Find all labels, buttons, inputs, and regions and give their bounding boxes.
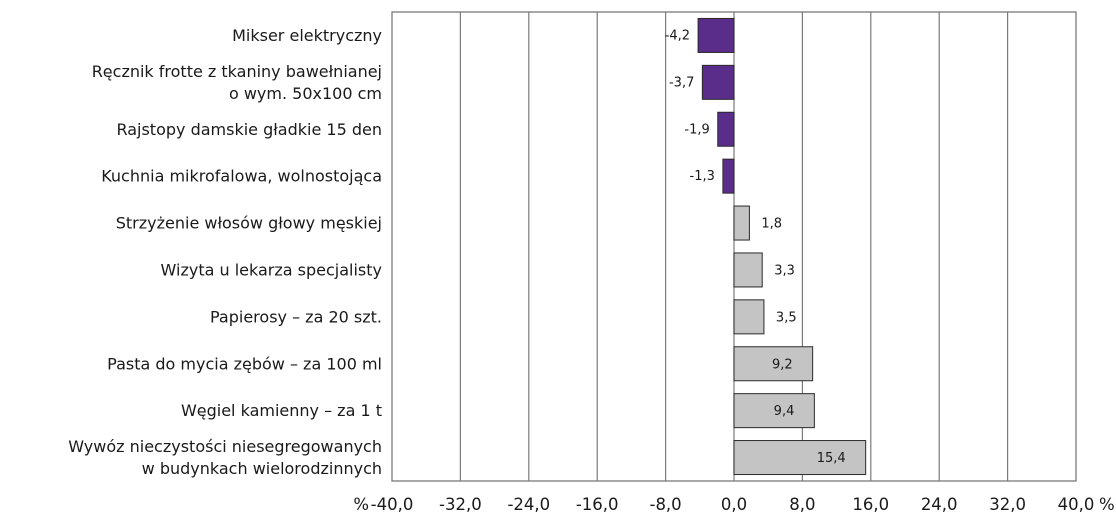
data-label: 15,4	[817, 451, 846, 466]
data-label: 3,5	[776, 310, 797, 325]
x-tick-label: 0,0	[721, 495, 747, 514]
bar	[733, 252, 763, 288]
bar	[722, 158, 735, 194]
data-label: -4,2	[665, 28, 690, 43]
category-label: Wywóz nieczystości niesegregowanych	[68, 437, 382, 456]
x-tick-label: -24,0	[507, 495, 550, 514]
category-label: Rajstopy damskie gładkie 15 den	[116, 120, 382, 139]
bar	[733, 393, 815, 429]
category-label: Ręcznik frotte z tkaniny bawełnianej	[92, 62, 382, 81]
data-label: -3,7	[669, 75, 694, 90]
x-tick-label: -8,0	[649, 495, 681, 514]
category-label: o wym. 50x100 cm	[229, 84, 382, 103]
x-tick-label: -32,0	[439, 495, 482, 514]
category-label: Kuchnia mikrofalowa, wolnostojąca	[101, 167, 382, 186]
data-label: 1,8	[761, 217, 782, 232]
x-tick-label: 8,0	[789, 495, 815, 514]
category-label: Węgiel kamienny – za 1 t	[181, 401, 382, 420]
bar	[717, 111, 735, 147]
x-tick-label: -16,0	[576, 495, 619, 514]
category-label: w budynkach wielorodzinnych	[142, 459, 382, 478]
bar	[701, 64, 735, 100]
plot-frame	[391, 11, 1077, 482]
category-label: Strzyżenie włosów głowy męskiej	[116, 214, 382, 233]
category-label: Pasta do mycia zębów – za 100 ml	[107, 354, 382, 373]
category-label: Mikser elektryczny	[232, 26, 382, 45]
x-tick-label: 40,0	[1058, 495, 1095, 514]
axis-unit-left: %	[353, 495, 369, 514]
data-label: -1,3	[690, 169, 715, 184]
x-tick-label: -40,0	[371, 495, 414, 514]
axis-unit-right: %	[1099, 495, 1115, 514]
data-label: 9,2	[772, 357, 793, 372]
bar	[733, 440, 867, 476]
x-tick-label: 24,0	[921, 495, 958, 514]
data-label: 9,4	[774, 404, 795, 419]
bar	[697, 17, 735, 53]
category-label: Papierosy – za 20 szt.	[210, 307, 382, 326]
bar	[733, 346, 814, 382]
bar	[733, 205, 750, 241]
category-label: Wizyta u lekarza specjalisty	[161, 260, 382, 279]
x-tick-label: 32,0	[989, 495, 1026, 514]
data-label: 3,3	[774, 263, 795, 278]
bar	[733, 299, 765, 335]
data-label: -1,9	[684, 122, 709, 137]
x-tick-label: 16,0	[852, 495, 889, 514]
